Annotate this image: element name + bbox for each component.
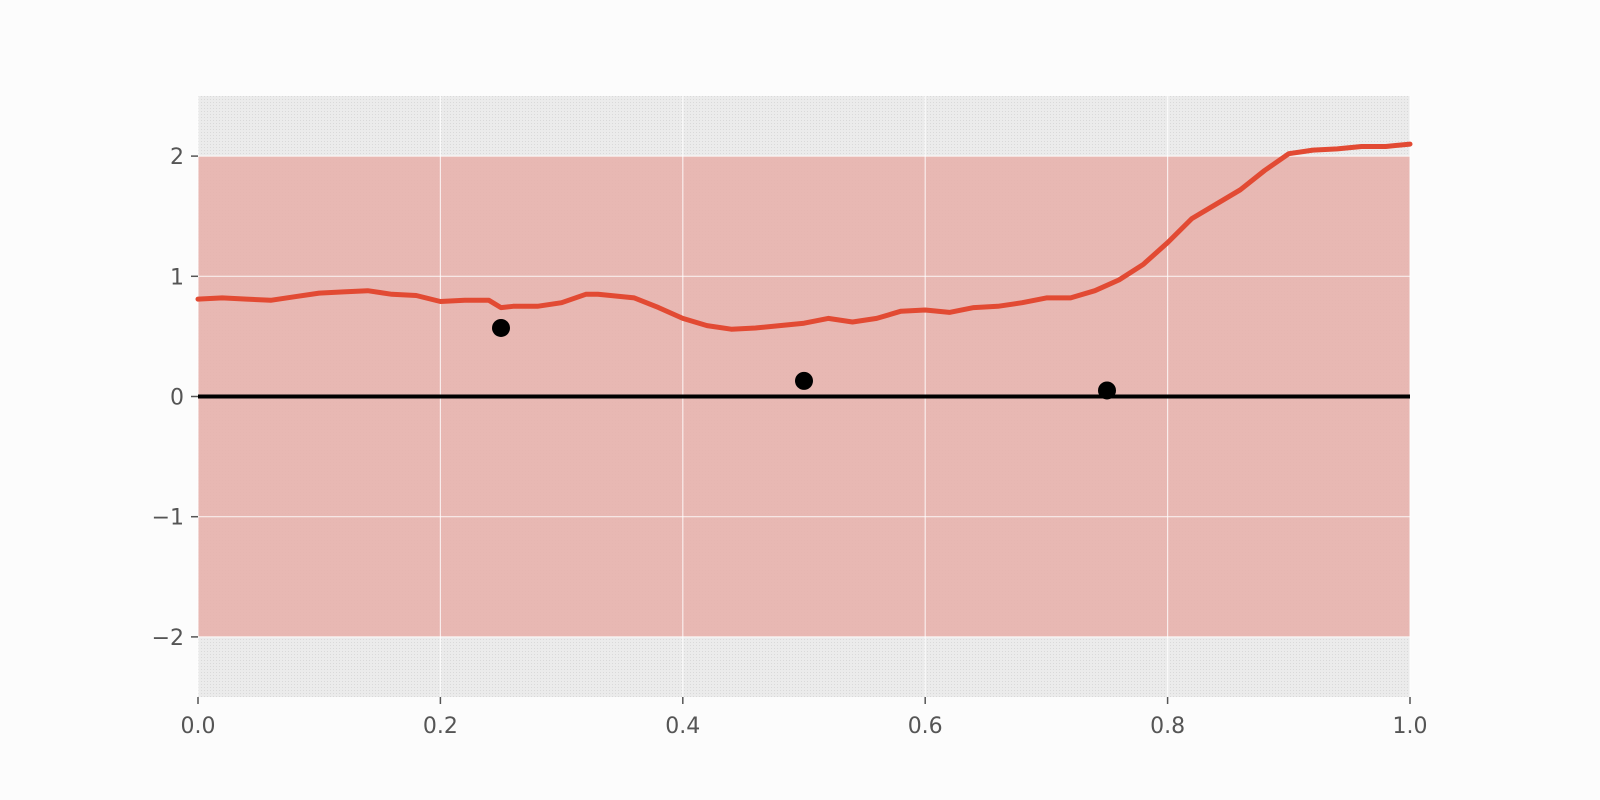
y-tick-label-2: 0 [170,386,184,411]
x-tick-label-4: 0.8 [1150,714,1185,739]
data-point-0 [492,318,510,337]
y-tick-label-3: 1 [170,265,184,290]
series-line [195,141,1413,332]
x-axis-ticks: 0.0 0.2 0.4 0.6 0.8 1.0 [181,697,1428,739]
x-tick-label-5: 1.0 [1393,714,1428,739]
data-point-1 [795,371,813,390]
y-axis-ticks: −2 −1 0 1 2 [152,145,198,651]
x-tick-label-0: 0.0 [181,714,216,739]
data-points [492,318,1116,400]
y-tick-label-0: −2 [152,626,184,651]
data-point-2 [1098,381,1116,400]
x-tick-label-3: 0.6 [908,714,943,739]
x-tick-label-2: 0.4 [665,714,700,739]
y-tick-label-4: 2 [170,145,184,170]
x-tick-label-1: 0.2 [423,714,458,739]
y-tick-label-1: −1 [152,506,184,531]
